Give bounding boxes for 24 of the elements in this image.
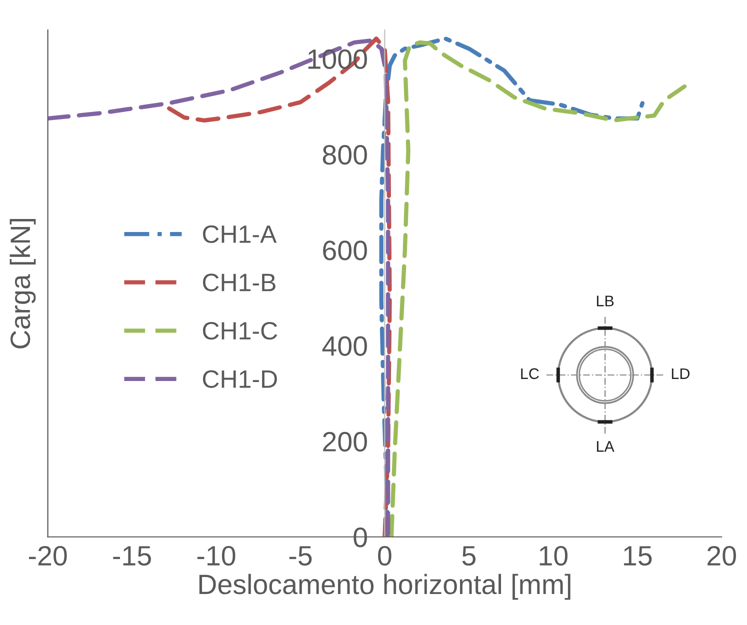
y-tick-label: 600 <box>323 240 367 260</box>
annotation: LD <box>672 368 690 379</box>
x-tick-label: -10 <box>197 546 236 566</box>
x-tick-label: 5 <box>462 546 476 566</box>
legend-label: CH1-A <box>202 225 277 244</box>
y-axis-title: Carga [kN] <box>10 219 36 348</box>
x-tick-label: -15 <box>113 546 151 566</box>
x-axis-title: Deslocamento horizontal [mm] <box>199 574 570 600</box>
legend-label: CH1-D <box>202 370 277 388</box>
y-tick-label: 400 <box>322 336 367 356</box>
annotation: LB <box>596 296 614 306</box>
x-tick-label: 0 <box>378 546 392 566</box>
x-tick-label: -5 <box>289 546 312 566</box>
annotation: LA <box>596 441 614 452</box>
line-series <box>379 36 645 537</box>
x-tick-label: 10 <box>540 546 568 566</box>
y-tick-label: 200 <box>323 432 367 452</box>
y-tick-label: 800 <box>322 144 367 165</box>
legend-label: CH1-B <box>202 274 276 292</box>
x-tick-label: 15 <box>624 546 652 566</box>
legend-label: CH1-C <box>202 322 278 340</box>
x-tick-label: -20 <box>28 546 67 566</box>
x-tick-label: 20 <box>708 546 736 566</box>
annotation: LC <box>521 368 539 380</box>
